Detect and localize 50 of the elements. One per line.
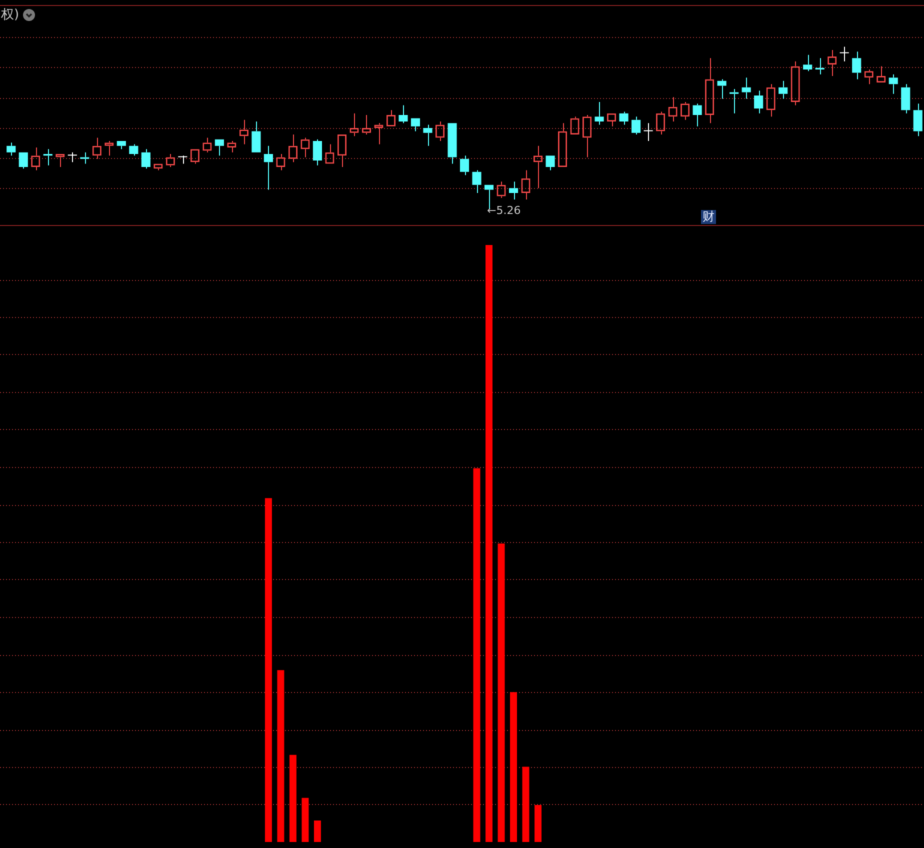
candlestick xyxy=(619,111,628,126)
candlestick xyxy=(460,155,470,176)
candlestick xyxy=(264,145,273,190)
bar xyxy=(289,754,296,842)
candlestick xyxy=(815,58,824,75)
candlestick xyxy=(692,103,702,127)
candlestick xyxy=(448,123,457,164)
candlestick xyxy=(178,155,188,164)
candlestick xyxy=(472,170,482,194)
bar xyxy=(302,798,309,842)
candlestick xyxy=(129,144,138,156)
text: 财 xyxy=(702,210,715,224)
candlestick xyxy=(644,122,653,142)
candlestick xyxy=(632,116,641,136)
candlestick xyxy=(778,80,788,100)
candlestick xyxy=(398,104,408,124)
candlestick xyxy=(901,84,910,114)
candlestick xyxy=(803,54,812,72)
bar xyxy=(277,670,284,842)
candlestick xyxy=(410,118,420,132)
candlestick xyxy=(730,88,739,114)
candlestick xyxy=(913,103,922,137)
candlestick xyxy=(754,90,764,114)
bar xyxy=(498,544,505,842)
bar xyxy=(534,804,542,842)
candlestick xyxy=(6,142,16,156)
candlestick xyxy=(594,101,604,126)
candlestick xyxy=(888,74,898,94)
candlestick xyxy=(68,152,77,163)
candlestick xyxy=(252,120,261,152)
candlestick xyxy=(312,138,322,166)
chart-title: 权) xyxy=(0,7,20,22)
annotation: ←5.26 xyxy=(487,204,521,218)
bar xyxy=(264,498,272,842)
bar xyxy=(314,820,321,842)
bar xyxy=(510,692,518,842)
bar xyxy=(522,766,530,842)
candlestick xyxy=(80,152,90,164)
candlestick xyxy=(116,141,126,150)
candlestick xyxy=(852,51,862,80)
candlestick xyxy=(43,148,52,166)
candlestick xyxy=(423,124,432,146)
candlestick xyxy=(742,77,751,100)
candlestick xyxy=(141,148,150,170)
candlestick xyxy=(717,78,726,100)
candlestick xyxy=(508,181,518,200)
bar xyxy=(486,245,492,842)
bar xyxy=(473,468,480,842)
candlestick xyxy=(546,156,555,171)
candlestick xyxy=(840,46,849,62)
